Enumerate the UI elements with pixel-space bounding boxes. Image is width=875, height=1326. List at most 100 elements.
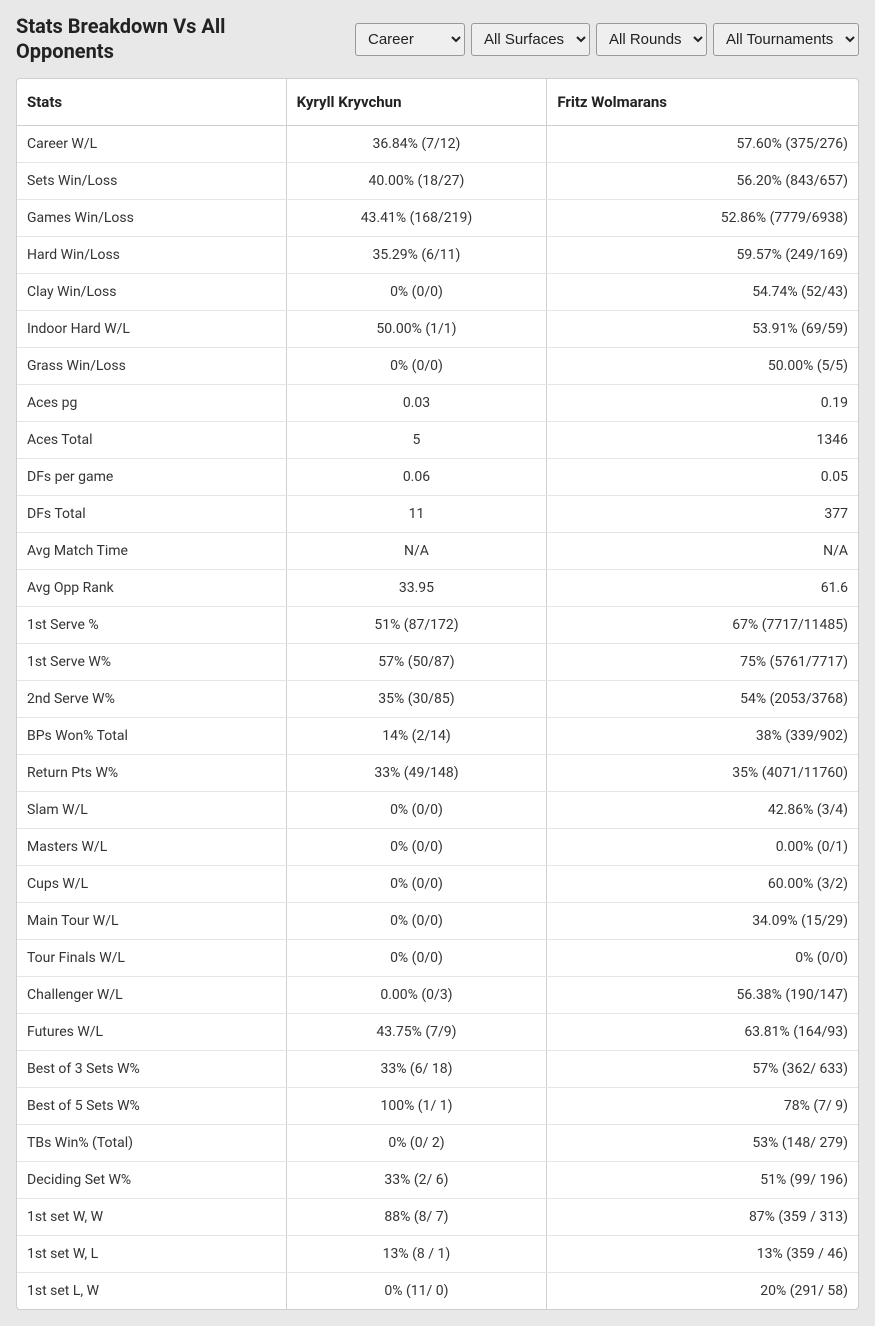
player1-value: 0% (0/0)	[286, 866, 547, 903]
table-row: Cups W/L0% (0/0)60.00% (3/2)	[17, 866, 858, 903]
player1-value: 51% (87/172)	[286, 607, 547, 644]
player1-value: 13% (8 / 1)	[286, 1236, 547, 1273]
stat-label: BPs Won% Total	[17, 718, 286, 755]
player2-value: 0.05	[547, 459, 858, 496]
player2-value: 377	[547, 496, 858, 533]
stats-table-container: Stats Kyryll Kryvchun Fritz Wolmarans Ca…	[16, 78, 859, 1310]
table-row: Avg Opp Rank33.9561.6	[17, 570, 858, 607]
player1-value: 0% (0/0)	[286, 274, 547, 311]
table-row: 1st Serve W%57% (50/87)75% (5761/7717)	[17, 644, 858, 681]
stat-label: DFs Total	[17, 496, 286, 533]
stat-label: Best of 5 Sets W%	[17, 1088, 286, 1125]
career-dropdown[interactable]: Career	[355, 23, 465, 56]
stat-label: 2nd Serve W%	[17, 681, 286, 718]
player1-value: 0% (0/0)	[286, 829, 547, 866]
stat-label: 1st set L, W	[17, 1273, 286, 1310]
table-row: Indoor Hard W/L50.00% (1/1)53.91% (69/59…	[17, 311, 858, 348]
page-title: Stats Breakdown Vs All Opponents	[16, 14, 316, 64]
player1-value: 33% (49/148)	[286, 755, 547, 792]
player2-value: 78% (7/ 9)	[547, 1088, 858, 1125]
player1-value: 14% (2/14)	[286, 718, 547, 755]
player1-value: 0% (0/0)	[286, 903, 547, 940]
table-row: 1st Serve %51% (87/172)67% (7717/11485)	[17, 607, 858, 644]
player2-value: 57.60% (375/276)	[547, 126, 858, 163]
column-header-player1: Kyryll Kryvchun	[286, 79, 547, 126]
table-row: Slam W/L0% (0/0)42.86% (3/4)	[17, 792, 858, 829]
player1-value: 33% (6/ 18)	[286, 1051, 547, 1088]
stat-label: Sets Win/Loss	[17, 163, 286, 200]
table-row: BPs Won% Total14% (2/14)38% (339/902)	[17, 718, 858, 755]
table-row: Games Win/Loss43.41% (168/219)52.86% (77…	[17, 200, 858, 237]
stat-label: Avg Match Time	[17, 533, 286, 570]
player2-value: 51% (99/ 196)	[547, 1162, 858, 1199]
table-row: DFs Total11377	[17, 496, 858, 533]
header-bar: Stats Breakdown Vs All Opponents Career …	[0, 0, 875, 78]
stat-label: Games Win/Loss	[17, 200, 286, 237]
stat-label: Main Tour W/L	[17, 903, 286, 940]
player1-value: 0.06	[286, 459, 547, 496]
table-row: 1st set W, L13% (8 / 1)13% (359 / 46)	[17, 1236, 858, 1273]
column-header-stats: Stats	[17, 79, 286, 126]
table-row: Clay Win/Loss0% (0/0)54.74% (52/43)	[17, 274, 858, 311]
stat-label: Challenger W/L	[17, 977, 286, 1014]
table-row: TBs Win% (Total)0% (0/ 2)53% (148/ 279)	[17, 1125, 858, 1162]
player1-value: 35% (30/85)	[286, 681, 547, 718]
stat-label: Career W/L	[17, 126, 286, 163]
player1-value: 33.95	[286, 570, 547, 607]
player1-value: 0.00% (0/3)	[286, 977, 547, 1014]
stat-label: Hard Win/Loss	[17, 237, 286, 274]
player2-value: 42.86% (3/4)	[547, 792, 858, 829]
stat-label: DFs per game	[17, 459, 286, 496]
table-row: 1st set L, W0% (11/ 0)20% (291/ 58)	[17, 1273, 858, 1310]
player2-value: 0% (0/0)	[547, 940, 858, 977]
player1-value: 36.84% (7/12)	[286, 126, 547, 163]
rounds-dropdown[interactable]: All Rounds	[596, 23, 707, 56]
table-header-row: Stats Kyryll Kryvchun Fritz Wolmarans	[17, 79, 858, 126]
table-row: Best of 5 Sets W%100% (1/ 1)78% (7/ 9)	[17, 1088, 858, 1125]
table-row: Sets Win/Loss40.00% (18/27)56.20% (843/6…	[17, 163, 858, 200]
filter-group: Career All Surfaces All Rounds All Tourn…	[355, 23, 859, 56]
stat-label: 1st Serve W%	[17, 644, 286, 681]
player2-value: N/A	[547, 533, 858, 570]
stat-label: 1st set W, W	[17, 1199, 286, 1236]
table-row: Best of 3 Sets W%33% (6/ 18)57% (362/ 63…	[17, 1051, 858, 1088]
player1-value: 50.00% (1/1)	[286, 311, 547, 348]
surface-dropdown[interactable]: All Surfaces	[471, 23, 590, 56]
tournaments-dropdown[interactable]: All Tournaments	[713, 23, 859, 56]
player2-value: 67% (7717/11485)	[547, 607, 858, 644]
player2-value: 54.74% (52/43)	[547, 274, 858, 311]
table-row: Career W/L36.84% (7/12)57.60% (375/276)	[17, 126, 858, 163]
table-row: Avg Match TimeN/AN/A	[17, 533, 858, 570]
player1-value: 57% (50/87)	[286, 644, 547, 681]
table-row: Return Pts W%33% (49/148)35% (4071/11760…	[17, 755, 858, 792]
table-row: Tour Finals W/L0% (0/0)0% (0/0)	[17, 940, 858, 977]
table-row: DFs per game0.060.05	[17, 459, 858, 496]
player2-value: 87% (359 / 313)	[547, 1199, 858, 1236]
table-row: 1st set W, W88% (8/ 7)87% (359 / 313)	[17, 1199, 858, 1236]
player1-value: 0% (0/ 2)	[286, 1125, 547, 1162]
player1-value: 43.75% (7/9)	[286, 1014, 547, 1051]
player1-value: 0.03	[286, 385, 547, 422]
table-row: Grass Win/Loss0% (0/0)50.00% (5/5)	[17, 348, 858, 385]
table-row: Masters W/L0% (0/0)0.00% (0/1)	[17, 829, 858, 866]
player2-value: 53.91% (69/59)	[547, 311, 858, 348]
player1-value: 0% (11/ 0)	[286, 1273, 547, 1310]
player2-value: 0.19	[547, 385, 858, 422]
stat-label: 1st set W, L	[17, 1236, 286, 1273]
stats-table: Stats Kyryll Kryvchun Fritz Wolmarans Ca…	[17, 79, 858, 1309]
player2-value: 1346	[547, 422, 858, 459]
player1-value: 40.00% (18/27)	[286, 163, 547, 200]
table-row: Aces Total51346	[17, 422, 858, 459]
player2-value: 13% (359 / 46)	[547, 1236, 858, 1273]
player2-value: 63.81% (164/93)	[547, 1014, 858, 1051]
table-row: Hard Win/Loss35.29% (6/11)59.57% (249/16…	[17, 237, 858, 274]
stat-label: Tour Finals W/L	[17, 940, 286, 977]
stat-label: Masters W/L	[17, 829, 286, 866]
player1-value: 0% (0/0)	[286, 792, 547, 829]
stat-label: Return Pts W%	[17, 755, 286, 792]
stat-label: Futures W/L	[17, 1014, 286, 1051]
table-row: 2nd Serve W%35% (30/85)54% (2053/3768)	[17, 681, 858, 718]
player2-value: 20% (291/ 58)	[547, 1273, 858, 1310]
stat-label: Best of 3 Sets W%	[17, 1051, 286, 1088]
stat-label: Indoor Hard W/L	[17, 311, 286, 348]
